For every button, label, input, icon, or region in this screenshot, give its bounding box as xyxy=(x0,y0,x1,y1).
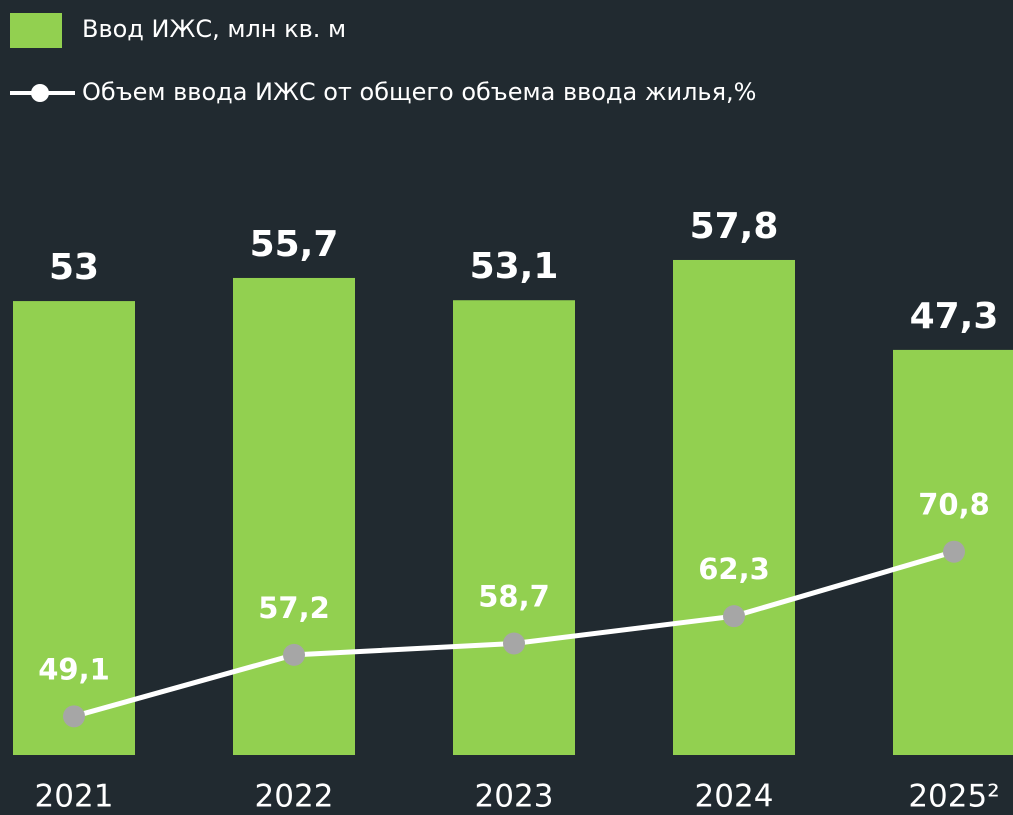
line-value-label: 57,2 xyxy=(258,591,330,625)
x-tick-label: 2023 xyxy=(475,779,554,815)
x-tick-label: 2022 xyxy=(255,779,334,815)
bar-value-label: 57,8 xyxy=(690,206,779,247)
x-tick-label: 2024 xyxy=(695,779,774,815)
legend-label: Объем ввода ИЖС от общего объема ввода ж… xyxy=(82,78,756,106)
legend-marker xyxy=(31,84,49,102)
line-value-label: 58,7 xyxy=(478,579,550,613)
line-value-label: 62,3 xyxy=(698,552,770,586)
bar-value-label: 55,7 xyxy=(250,224,339,265)
line-value-label: 70,8 xyxy=(918,488,990,522)
bar xyxy=(453,300,575,755)
line-marker xyxy=(723,605,745,628)
bar xyxy=(673,259,795,755)
bar xyxy=(233,277,355,755)
legend-swatch xyxy=(10,13,62,48)
x-tick-label: 2021 xyxy=(35,779,114,815)
legend-label: Ввод ИЖС, млн кв. м xyxy=(82,15,346,43)
x-tick-label: 2025² xyxy=(908,779,999,815)
bar-value-label: 53 xyxy=(49,247,99,288)
line-marker xyxy=(503,632,525,655)
bar xyxy=(13,301,135,755)
line-marker xyxy=(283,643,305,666)
bar-value-label: 53,1 xyxy=(470,246,559,287)
bar-value-label: 47,3 xyxy=(910,296,999,337)
line-marker xyxy=(63,705,85,728)
line-value-label: 49,1 xyxy=(38,652,110,686)
line-marker xyxy=(943,540,965,563)
